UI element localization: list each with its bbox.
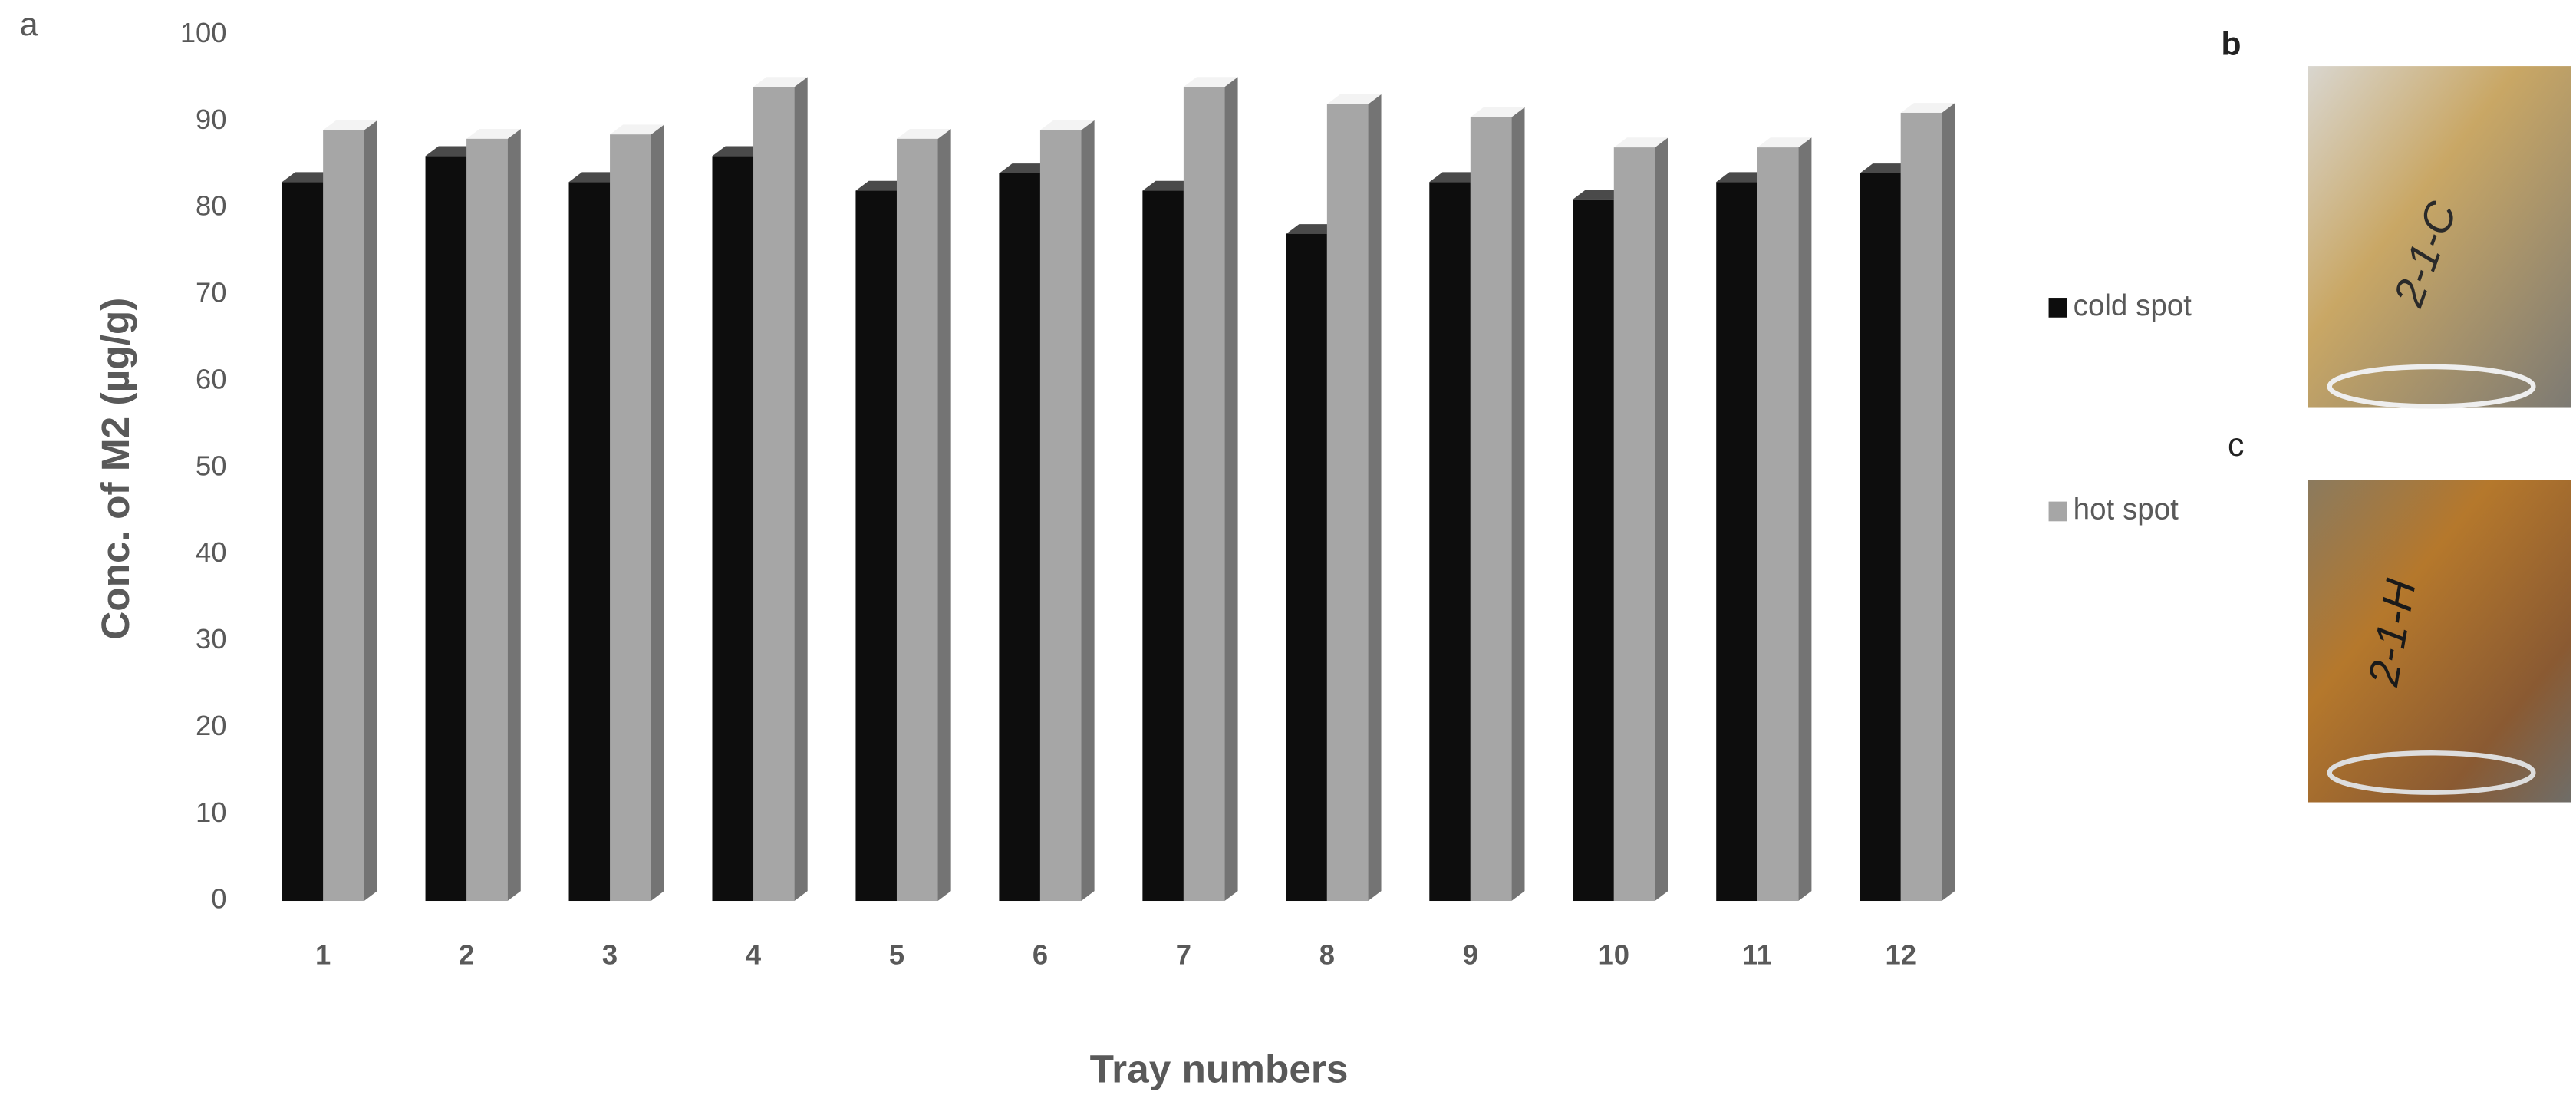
bar-side [1655,137,1668,902]
bar-top [466,128,521,139]
y-tick-label: 10 [196,797,226,828]
x-tick-label: 4 [746,938,762,970]
bar-top [1326,94,1382,104]
bar-side [651,124,664,902]
bar [712,156,754,902]
bar [1326,104,1369,902]
bar-top [1429,172,1484,183]
bar [1900,112,1942,902]
bar [1286,233,1327,902]
bar [1183,87,1225,902]
bar [282,182,324,902]
bar-top [712,146,767,157]
bar-top [999,163,1054,173]
legend-swatch [2048,298,2067,318]
photo-detail [2327,750,2536,795]
y-tick-label: 50 [196,450,226,481]
y-tick-label: 20 [196,710,226,741]
panel-label: c [2228,427,2244,463]
bar-top [1183,77,1238,87]
y-axis-title: Conc. of M2 (µg/g) [93,298,137,640]
bar-top [753,77,808,87]
y-tick-label: 60 [196,363,226,394]
bar-top [1039,120,1095,130]
bar-side [364,120,377,902]
bar [896,138,938,902]
bar [1613,147,1655,902]
legend-swatch [2048,501,2067,522]
bar [1142,190,1184,902]
x-tick-label: 8 [1319,938,1335,970]
bar-top [1860,163,1914,173]
x-tick-label: 1 [315,938,331,970]
bar [610,134,651,902]
bar-top [1757,137,1812,148]
y-tick-label: 100 [180,17,227,48]
bar-top [282,172,337,183]
x-tick-label: 12 [1885,938,1916,970]
bar-side [1942,103,1955,902]
bar [1470,117,1512,902]
photo-detail [2327,364,2536,409]
legend-label: cold spot [2074,289,2192,322]
panel-label: a [20,6,38,43]
y-tick-label: 70 [196,277,226,308]
bar [466,138,508,902]
panel-label: b [2221,26,2241,63]
bar [323,130,364,902]
bar-side [1798,137,1812,902]
y-tick-label: 90 [196,104,226,135]
bar [568,182,611,902]
bar-top [425,146,480,157]
bar-side [1511,107,1525,902]
bar-side [794,77,808,902]
bar [425,156,467,902]
bar-top [1900,103,1955,113]
bar-side [507,128,521,902]
y-tick-label: 80 [196,190,226,222]
photo [2308,480,2571,803]
bar-side [937,128,951,902]
bar-top [1286,224,1340,234]
bar-top [323,120,377,130]
bar-top [610,124,664,135]
bar-side [1368,94,1382,902]
bar [1429,182,1471,902]
bar-top [896,128,951,139]
x-tick-label: 3 [602,938,618,970]
bar-top [1613,137,1668,148]
bar-top [1142,180,1197,191]
bar [1039,130,1082,902]
bar [1860,173,1901,902]
y-tick-label: 40 [196,536,226,568]
bar-top [1470,107,1525,117]
bar-top [855,180,911,191]
x-tick-label: 5 [889,938,904,970]
x-tick-label: 10 [1599,938,1629,970]
y-tick-label: 0 [211,883,226,915]
bar [1757,147,1799,902]
x-tick-label: 7 [1176,938,1191,970]
y-tick-label: 30 [196,623,226,655]
bar [855,190,897,902]
photo [2308,66,2571,408]
bar [1716,182,1757,902]
x-tick-label: 9 [1463,938,1478,970]
x-tick-label: 6 [1033,938,1048,970]
bar [1573,199,1614,902]
legend-label: hot spot [2074,493,2179,526]
x-axis-title: Tray numbers [1090,1046,1349,1090]
x-tick-label: 2 [459,938,474,970]
bar-side [1081,120,1095,902]
bar-top [568,172,624,183]
bar [999,173,1040,902]
bar-top [1716,172,1771,183]
bar-top [1573,189,1627,200]
bar [753,87,795,902]
bar-side [1224,77,1238,902]
x-tick-label: 11 [1743,938,1772,970]
